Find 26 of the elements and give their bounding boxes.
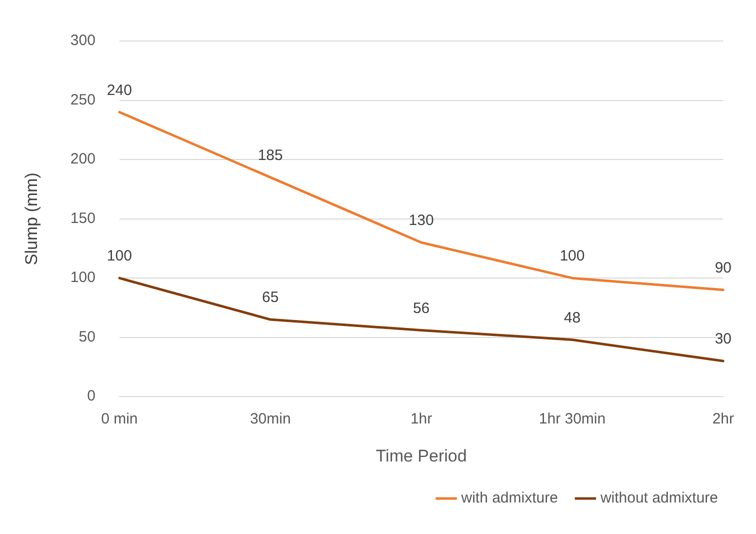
data-label: 48 xyxy=(564,309,581,326)
data-label: 65 xyxy=(262,289,279,306)
legend-label: without admixture xyxy=(599,490,718,507)
data-label: 100 xyxy=(560,248,585,265)
y-axis-title: Slump (mm) xyxy=(22,172,41,266)
data-label: 185 xyxy=(258,146,283,164)
x-tick-label: 30min xyxy=(250,410,291,428)
legend-label: with admixture xyxy=(460,490,558,507)
data-label: 30 xyxy=(714,330,732,348)
x-tick-label: 2hr xyxy=(712,410,734,428)
y-tick-label: 250 xyxy=(70,91,96,108)
data-label: 90 xyxy=(714,260,732,277)
data-label: 56 xyxy=(412,300,430,317)
y-tick-label: 200 xyxy=(70,150,96,168)
y-tick-label: 300 xyxy=(70,32,96,50)
data-label: 130 xyxy=(408,212,434,230)
data-label: 100 xyxy=(106,248,132,265)
x-tick-label: 0 min xyxy=(101,410,138,428)
x-axis-title: Time Period xyxy=(376,446,467,466)
y-tick-label: 100 xyxy=(70,269,96,286)
y-tick-label: 50 xyxy=(78,328,96,346)
data-label: 240 xyxy=(106,82,132,99)
y-tick-label: 0 xyxy=(87,388,96,405)
y-tick-label: 150 xyxy=(70,210,96,227)
x-tick-label: 1hr 30min xyxy=(538,410,606,428)
x-tick-label: 1hr xyxy=(410,410,432,428)
